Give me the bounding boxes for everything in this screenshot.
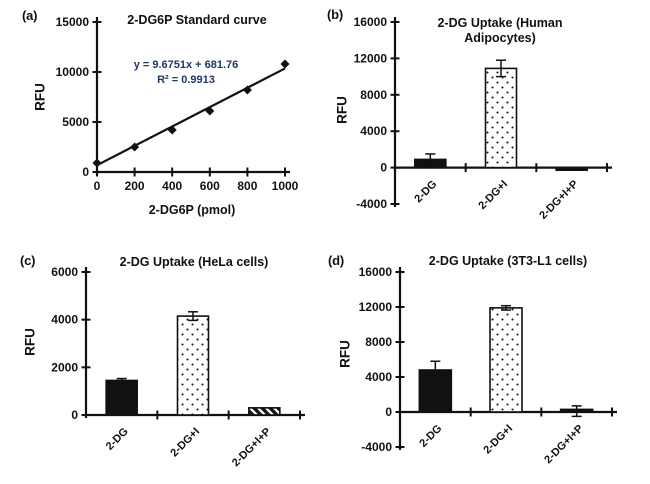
svg-text:2-DG+I: 2-DG+I (481, 423, 515, 457)
panel-letter-d: (d) (328, 253, 344, 268)
panel-a-plot: 0 5000 10000 15000 0 200 400 600 800 1000 (56, 15, 299, 193)
svg-text:6000: 6000 (51, 265, 78, 279)
panel-d-title: 2-DG Uptake (3T3-L1 cells) (428, 254, 588, 268)
svg-text:8000: 8000 (360, 88, 387, 102)
panel-b: (b) 2-DG Uptake (Human Adipocytes) RFU -… (325, 0, 650, 242)
panel-d-plot: -4000 0 4000 8000 12000 16000 2-DG 2-DG+I 2-DG+I… (359, 265, 617, 467)
panel-c-title: 2-DG Uptake (HeLa cells) (119, 255, 269, 269)
svg-text:0: 0 (385, 405, 392, 419)
svg-text:2-DG+I+P: 2-DG+I+P (537, 178, 581, 222)
svg-text:0: 0 (380, 161, 387, 175)
svg-text:16000: 16000 (354, 15, 388, 29)
svg-text:1000: 1000 (272, 179, 299, 193)
svg-text:8000: 8000 (365, 335, 392, 349)
svg-text:2-DG: 2-DG (104, 426, 131, 453)
panel-letter-a: (a) (22, 8, 38, 23)
svg-text:10000: 10000 (56, 65, 90, 79)
svg-text:0: 0 (71, 408, 78, 422)
svg-text:0: 0 (82, 165, 89, 179)
svg-text:4000: 4000 (360, 124, 387, 138)
panel-a: (a) 2-DG6P Standard curve y = 9.6751x + … (0, 0, 325, 242)
svg-text:2-DG+I+P: 2-DG+I+P (542, 423, 586, 467)
svg-text:800: 800 (237, 179, 257, 193)
panel-b-plot: -4000 0 4000 8000 12000 16000 2-DG 2-DG+I 2-DG+I… (354, 15, 612, 222)
trendline-r-squared: R² = 0.9913 (157, 74, 215, 86)
svg-text:16000: 16000 (359, 265, 393, 279)
svg-text:12000: 12000 (359, 300, 393, 314)
svg-text:2000: 2000 (51, 360, 78, 374)
svg-text:2-DG+I: 2-DG+I (168, 426, 202, 460)
trendline-equation: y = 9.6751x + 681.76 (133, 59, 239, 71)
svg-text:400: 400 (162, 179, 182, 193)
svg-text:5000: 5000 (62, 115, 89, 129)
svg-text:4000: 4000 (51, 313, 78, 327)
svg-text:12000: 12000 (354, 51, 388, 65)
svg-text:2-DG: 2-DG (412, 178, 439, 205)
svg-text:15000: 15000 (56, 15, 90, 29)
svg-text:600: 600 (200, 179, 220, 193)
svg-text:200: 200 (125, 179, 145, 193)
svg-text:2-DG+I: 2-DG+I (476, 178, 510, 212)
svg-text:2-DG+I+P: 2-DG+I+P (230, 426, 274, 470)
panel-a-x-axis-label: 2-DG6P (pmol) (148, 203, 236, 217)
panel-c-plot: 0 2000 4000 6000 2-DG 2-DG+I 2-DG+I+P (51, 265, 305, 470)
panel-d: (d) 2-DG Uptake (3T3-L1 cells) RFU -4000… (325, 242, 650, 484)
svg-text:-4000: -4000 (361, 440, 392, 454)
panel-letter-b: (b) (327, 7, 343, 22)
svg-text:0: 0 (94, 179, 101, 193)
panel-b-title: 2-DG Uptake (Human Adipocytes) (437, 16, 563, 45)
panel-c: (c) 2-DG Uptake (HeLa cells) RFU 0 2000 40… (0, 242, 325, 484)
trendline-equation-block: y = 9.6751x + 681.76 R² = 0.9913 (100, 58, 272, 88)
panel-a-title: 2-DG6P Standard curve (127, 13, 267, 27)
panel-letter-c: (c) (20, 253, 36, 268)
svg-text:4000: 4000 (365, 370, 392, 384)
svg-text:2-DG: 2-DG (417, 423, 444, 450)
svg-text:-4000: -4000 (356, 197, 387, 211)
